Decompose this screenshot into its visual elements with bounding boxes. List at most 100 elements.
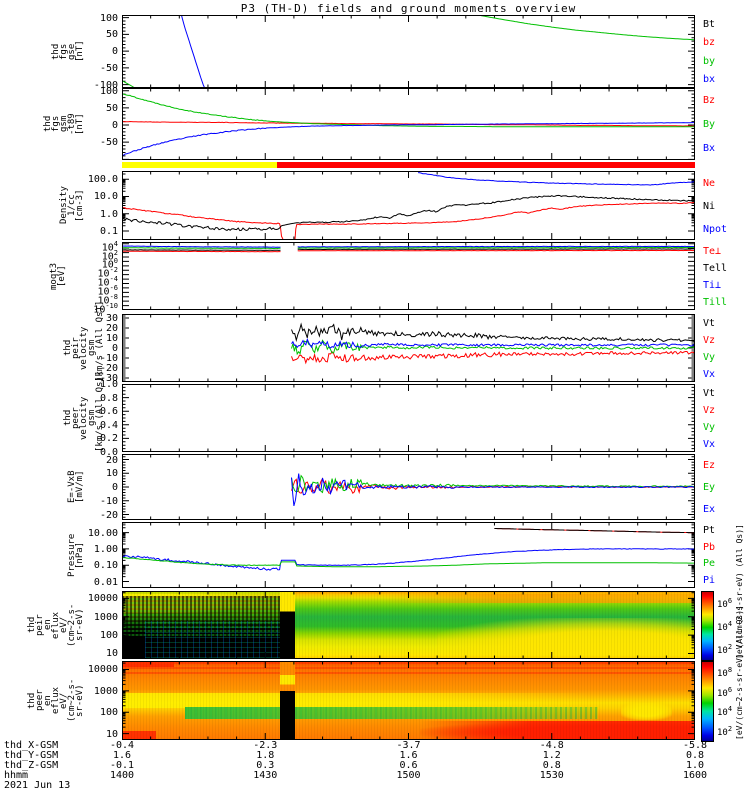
fgs_gsm-ytick-label: -50 [99, 137, 118, 149]
bottom-row-value: 0.8 [685, 750, 705, 761]
moqt3-ylabel: moqt3 [eV] [49, 262, 67, 290]
date-label: 2021 Jun 13 [4, 780, 71, 791]
peir_vel-panel [122, 314, 695, 382]
pressure-axis-ticks [122, 522, 695, 588]
moqt3-legend-Ti⊥: Ti⊥ [703, 279, 722, 291]
peer-bottom-left-red [122, 730, 157, 740]
pressure-legend-Pi: Pi [703, 574, 716, 586]
e_field-ytick-label: 20 [105, 454, 118, 466]
bottom-row-value: 0.3 [256, 760, 275, 771]
fgs_gsm-legend-Bx: Bx [703, 143, 716, 154]
peir_vel-ytick-label: -10 [99, 353, 118, 364]
bottom-row-value: -5.8 [682, 740, 708, 751]
peir-spectrogram [122, 591, 695, 659]
moqt3-series-Till [122, 246, 695, 250]
peir_vel-legend-Vz: Vz [703, 334, 716, 346]
density-ylabel: Density 1/cc [cm-3] [59, 186, 85, 225]
fgs_gse-ytick-label: 50 [105, 29, 118, 41]
e_field-ytick-label: 0 [111, 482, 118, 493]
peer_spec-axis-ticks [122, 661, 695, 740]
e_field-ylabel: E=-VxB [mV/m] [67, 470, 85, 504]
mode-bar-segment-1 [277, 162, 695, 168]
peer-top-left-red [122, 661, 174, 668]
peir_vel-border [122, 314, 695, 382]
mode-bar-segment-0 [122, 162, 278, 168]
bottom-row-value: 1.0 [685, 760, 705, 771]
density-axis-ticks [122, 171, 695, 240]
peir_vel-ytick-label: 10 [105, 333, 118, 344]
bottom-row-value: 1.2 [542, 750, 561, 761]
fgs_gse-legend-Bt: Bt [703, 19, 716, 31]
peir_spec-colorbar-tick: 104 [717, 620, 733, 633]
density-series-Ni [122, 194, 695, 232]
density-legend-Ne: Ne [703, 177, 716, 189]
bottom-row-value: 0.6 [399, 760, 418, 771]
peir-pixel-overlay [122, 591, 695, 659]
e_field-legend-Ex: Ex [703, 504, 716, 515]
density-ytick-label: 0.1 [99, 225, 118, 237]
moqt3-ytick-label: 10-8 [97, 292, 118, 307]
fgs_gse-ytick-label: 0 [111, 46, 118, 58]
peer_vel-ytick-label: 1.0 [99, 379, 118, 390]
peer_spec-ylabel: thd peer en eflux eV/(cm~2-s-sr-eV) [27, 678, 85, 723]
peir-low-count-speckle [144, 620, 281, 658]
moqt3-ytick-label: 100 [101, 257, 118, 271]
peir_spec-ytick-label: 10000 [87, 593, 118, 605]
moqt3-panel [122, 242, 695, 310]
fgs_gse-border [122, 15, 695, 88]
moqt3-series-Tell [122, 248, 695, 251]
e_field-ytick-label: -10 [99, 495, 118, 507]
peir_vel-ytick-label: -30 [99, 373, 118, 384]
peer_spec-ytick-label: 10 [105, 728, 118, 740]
peer-data-gap [280, 661, 296, 740]
density-legend-Npot: Npot [703, 223, 728, 235]
peer_spec-ytick-label: 100 [99, 707, 118, 719]
peer_spec-colorbar-tick: 108 [717, 665, 733, 679]
peer_vel-ytick-label: 0.6 [99, 406, 118, 418]
moqt3-legend-Till: Till [703, 296, 728, 308]
bottom-row-value: -0.4 [109, 740, 135, 751]
peir-high-energy-band [379, 594, 695, 604]
peer_vel-legend-Vt: Vt [703, 387, 716, 399]
fgs_gse-legend-by: by [703, 55, 716, 67]
fgs_gse-legend-bx: bx [703, 73, 716, 85]
moqt3-ytick-label: 102 [101, 248, 118, 262]
e_field-panel [122, 454, 695, 520]
peer_vel-legend-Vy: Vy [703, 421, 716, 433]
peer_vel-ytick-label: 0.0 [99, 447, 118, 458]
peir_vel-ytick-label: -20 [99, 363, 118, 374]
bottom-row-value: 1.6 [399, 750, 418, 761]
pressure-panel [122, 522, 695, 588]
e_field-ytick-label: -20 [99, 509, 118, 521]
peer_spec-ytick-label: 10000 [87, 664, 118, 676]
bottom-row-value: -0.1 [109, 760, 135, 771]
peir_spec-ytick-label: 1000 [93, 611, 118, 623]
peir_spec-axis-ticks [122, 591, 695, 659]
bottom-row-value: -2.3 [253, 740, 278, 751]
bottom-row-value: -4.8 [539, 740, 564, 751]
density-legend-Ni: Ni [703, 200, 716, 212]
peer_spec-colorbar-tick: 102 [717, 725, 733, 739]
peer_vel-axis-ticks [122, 384, 695, 452]
peir_vel-legend-Vy: Vy [703, 351, 716, 363]
peer_vel-panel [122, 384, 695, 452]
bottom-row-value: 1400 [109, 770, 135, 781]
fgs_gse-ylabel: thd fgs gse [nT] [51, 40, 85, 63]
fgs_gse-ytick-label: 100 [99, 12, 118, 24]
peer-spectrogram [122, 661, 695, 740]
peer_vel-ytick-label: 0.8 [99, 392, 118, 404]
peir_vel-legend-Vt: Vt [703, 317, 716, 329]
peir_vel-ytick-label: 30 [105, 313, 118, 324]
density-series-Npot [418, 172, 695, 186]
peir_vel-legend-Vx: Vx [703, 368, 716, 380]
peir_vel-series-Vt [291, 322, 695, 343]
fgs_gse-series-bx [180, 15, 206, 88]
peir_spec-ylabel: thd peir en eflux eV/(cm~2-s-sr-eV) [27, 603, 85, 647]
peer_spec-panel [122, 661, 695, 740]
e_field-legend-Ez: Ez [703, 460, 716, 471]
peir_spec-colorbar-tick: 102 [717, 642, 733, 656]
peir_spec-ytick-label: 10 [105, 648, 118, 660]
bottom-row-value: 1.6 [112, 750, 132, 761]
peir_vel-ytick-label: 0 [111, 343, 118, 354]
